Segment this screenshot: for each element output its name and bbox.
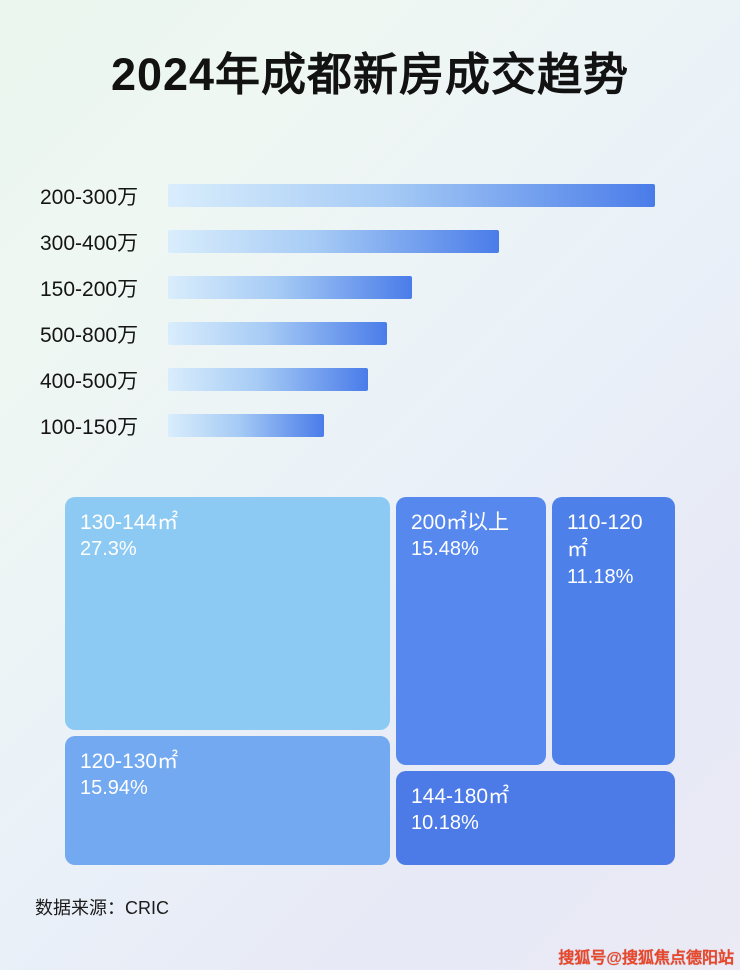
treemap-block-label: 144-180㎡ [411,785,510,808]
watermark-text: 搜狐号@搜狐焦点德阳站 [558,950,734,967]
unit-area-treemap: 130-144㎡ 27.3% 200㎡以上 15.48% 110-120㎡ 11.18% 1… [65,497,675,865]
treemap-block: 120-130㎡ 15.94% [65,736,390,865]
bar-track [168,230,655,253]
treemap-block-label: 120-130㎡ [80,750,179,773]
data-source-note: 数据来源：CRIC [35,898,169,918]
bar-category-label: 400-500万 [40,369,139,393]
treemap-block-label: 110-120㎡ [567,511,643,562]
bar [168,276,412,299]
bar-row: 150-200万 [40,276,700,301]
bar [168,184,655,207]
treemap-block: 110-120㎡ 11.18% [552,497,675,765]
bar-row: 400-500万 [40,368,700,393]
treemap-block-value: 15.48% [411,538,479,561]
treemap-block-label: 200㎡以上 [411,511,510,534]
bar-category-label: 300-400万 [40,231,139,255]
bar-row: 100-150万 [40,414,700,439]
bar [168,414,324,437]
treemap-block-value: 11.18% [567,565,634,588]
treemap-block-label: 130-144㎡ [80,511,179,534]
bar-row: 300-400万 [40,230,700,255]
bar-track [168,322,655,345]
bar [168,322,388,345]
bar [168,368,368,391]
treemap-block: 200㎡以上 15.48% [396,497,546,765]
treemap-block-value: 15.94% [80,777,148,800]
bar-category-label: 200-300万 [40,185,139,209]
page-title: 2024年成都新房成交趋势 [110,49,630,100]
bar-row: 500-800万 [40,322,700,347]
treemap-block: 144-180㎡ 10.18% [396,771,675,865]
treemap-block-value: 27.3% [80,538,137,561]
bar-track [168,414,655,437]
bar [168,230,500,253]
bar-category-label: 500-800万 [40,323,139,347]
bar-track [168,368,655,391]
bar-track [168,276,655,299]
bar-category-label: 150-200万 [40,277,139,301]
bar-category-label: 100-150万 [40,415,139,439]
bar-track [168,184,655,207]
treemap-block-value: 10.18% [411,812,479,835]
bar-row: 200-300万 [40,184,700,209]
treemap-block: 130-144㎡ 27.3% [65,497,390,730]
price-range-bar-chart: 200-300万 300-400万 150-200万 500-800万 400-500万… [40,184,700,460]
